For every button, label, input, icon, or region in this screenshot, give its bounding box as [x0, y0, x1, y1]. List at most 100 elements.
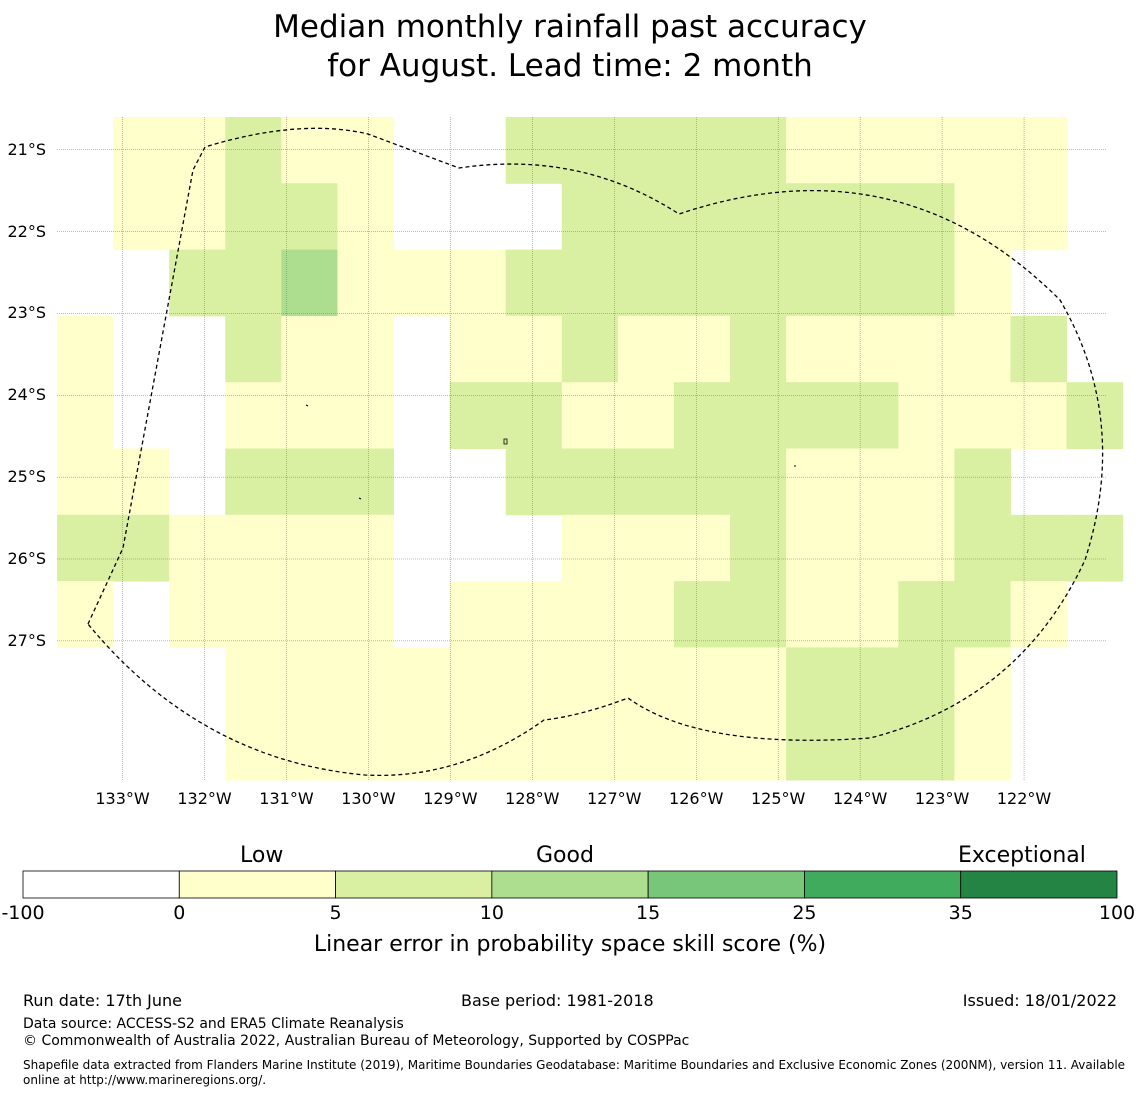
skill-cell	[393, 249, 451, 317]
skill-cell	[617, 448, 675, 516]
skill-cell	[842, 514, 899, 582]
skill-cell	[954, 117, 1011, 184]
skill-cell	[225, 448, 282, 516]
skill-cell	[898, 713, 955, 781]
skill-cell	[786, 514, 843, 582]
skill-cell	[225, 647, 282, 715]
skill-cell	[281, 647, 338, 715]
longitude-label: 126°W	[669, 789, 724, 808]
eez-boundary	[87, 127, 1104, 777]
skill-cell	[393, 713, 451, 781]
skill-cell	[1010, 183, 1068, 251]
colorbar-tick-label: 0	[173, 902, 186, 924]
skill-cell	[337, 249, 395, 317]
skill-cell	[954, 581, 1011, 648]
skill-cell	[57, 448, 114, 516]
skill-cell	[337, 315, 395, 383]
skill-cell	[786, 315, 843, 383]
skill-cell	[281, 448, 338, 516]
skill-cell	[505, 581, 563, 648]
skill-cell	[169, 581, 226, 648]
skill-cell	[673, 713, 731, 781]
skill-cell	[617, 514, 675, 582]
skill-cell	[561, 183, 619, 251]
skill-cell	[169, 249, 226, 317]
skill-cell	[1066, 382, 1124, 449]
skill-cell	[954, 249, 1011, 317]
skill-cell	[225, 581, 282, 648]
skill-cell	[730, 382, 787, 449]
skill-cell	[169, 514, 226, 582]
skill-cell	[225, 514, 282, 582]
skill-cell	[57, 514, 114, 582]
skill-cell	[281, 382, 338, 449]
skill-cell	[449, 382, 507, 449]
colorbar-tick-label: 100	[1098, 902, 1136, 924]
skill-cell	[673, 647, 731, 715]
skill-cell	[337, 647, 395, 715]
skill-cell	[617, 117, 675, 184]
skill-cell	[505, 647, 563, 715]
skill-cell	[898, 315, 955, 383]
skill-cell	[393, 647, 451, 715]
skill-cell	[954, 647, 1011, 715]
skill-cell	[337, 581, 395, 648]
skill-cell	[561, 315, 619, 383]
colorbar-tick-label: 35	[948, 902, 973, 924]
longitude-label: 133°W	[95, 789, 150, 808]
skill-cell	[730, 647, 787, 715]
skill-cell	[561, 382, 619, 449]
latitude-label: 27°S	[7, 630, 46, 650]
skill-cell	[1010, 315, 1068, 383]
skill-cell	[1010, 514, 1068, 582]
skill-cell	[113, 183, 170, 251]
skill-cell	[617, 382, 675, 449]
skill-cell	[786, 249, 843, 317]
skill-cell	[1010, 382, 1068, 449]
skill-cell	[505, 315, 563, 383]
skill-cell	[1010, 581, 1068, 648]
skill-cell	[842, 117, 899, 184]
skill-cell	[449, 315, 507, 383]
skill-cell	[730, 183, 787, 251]
skill-cell	[561, 514, 619, 582]
skill-cell	[842, 448, 899, 516]
skill-cell	[225, 315, 282, 383]
skill-cell	[337, 448, 395, 516]
skill-cell	[337, 183, 395, 251]
skill-cell	[225, 117, 282, 184]
latitude-label: 25°S	[7, 467, 46, 487]
colorbar-tick-label: 5	[329, 902, 342, 924]
skill-cell	[898, 581, 955, 648]
skill-cell	[169, 183, 226, 251]
colorbar-tick-label: 15	[636, 902, 661, 924]
skill-cell	[730, 315, 787, 383]
skill-cell	[225, 382, 282, 449]
skill-grid-cells	[57, 117, 1124, 781]
category-exceptional: Exceptional	[958, 843, 1086, 868]
skill-cell	[730, 514, 787, 582]
skill-cell	[449, 581, 507, 648]
skill-cell	[281, 581, 338, 648]
colorbar-swatch	[178, 870, 336, 899]
skill-cell	[730, 117, 787, 184]
colorbar-swatch	[960, 870, 1118, 899]
skill-cell	[225, 713, 282, 781]
skill-cell	[281, 713, 338, 781]
skill-cell	[281, 117, 338, 184]
skill-cell	[169, 117, 226, 184]
skill-cell	[898, 647, 955, 715]
skill-cell	[954, 448, 1011, 516]
longitude-label: 129°W	[423, 789, 478, 808]
island-marker	[503, 438, 508, 445]
category-good: Good	[536, 843, 594, 868]
longitude-label: 128°W	[505, 789, 560, 808]
island-marker	[358, 497, 362, 500]
skill-cell	[561, 249, 619, 317]
colorbar-title: Linear error in probability space skill …	[313, 932, 827, 957]
colorbar-swatch	[491, 870, 649, 899]
map-title-line-2: for August. Lead time: 2 month	[327, 48, 813, 84]
skill-cell	[730, 581, 787, 648]
skill-cell	[786, 713, 843, 781]
